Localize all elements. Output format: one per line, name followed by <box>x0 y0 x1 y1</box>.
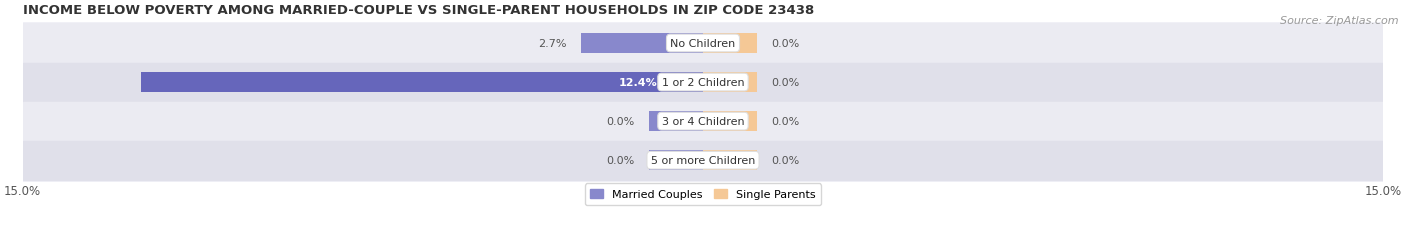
Text: 0.0%: 0.0% <box>770 39 799 49</box>
Text: Source: ZipAtlas.com: Source: ZipAtlas.com <box>1281 16 1399 26</box>
Text: 12.4%: 12.4% <box>619 78 658 88</box>
Bar <box>703 34 758 54</box>
Bar <box>648 112 703 132</box>
Legend: Married Couples, Single Parents: Married Couples, Single Parents <box>585 184 821 205</box>
Text: 5 or more Children: 5 or more Children <box>651 155 755 165</box>
Bar <box>22 102 1384 141</box>
Bar <box>703 112 758 132</box>
Bar <box>22 24 1384 63</box>
Bar <box>22 63 1384 102</box>
Text: 2.7%: 2.7% <box>538 39 567 49</box>
Text: 3 or 4 Children: 3 or 4 Children <box>662 117 744 127</box>
Text: 0.0%: 0.0% <box>607 155 636 165</box>
Text: 0.0%: 0.0% <box>770 155 799 165</box>
Text: 1 or 2 Children: 1 or 2 Children <box>662 78 744 88</box>
Text: 0.0%: 0.0% <box>770 117 799 127</box>
Text: 0.0%: 0.0% <box>770 78 799 88</box>
Bar <box>22 141 1384 180</box>
Bar <box>703 73 758 93</box>
Text: 0.0%: 0.0% <box>607 117 636 127</box>
Text: INCOME BELOW POVERTY AMONG MARRIED-COUPLE VS SINGLE-PARENT HOUSEHOLDS IN ZIP COD: INCOME BELOW POVERTY AMONG MARRIED-COUPL… <box>22 4 814 17</box>
Bar <box>581 34 703 54</box>
Text: No Children: No Children <box>671 39 735 49</box>
Bar <box>141 73 703 93</box>
Bar <box>703 150 758 171</box>
Bar <box>648 150 703 171</box>
